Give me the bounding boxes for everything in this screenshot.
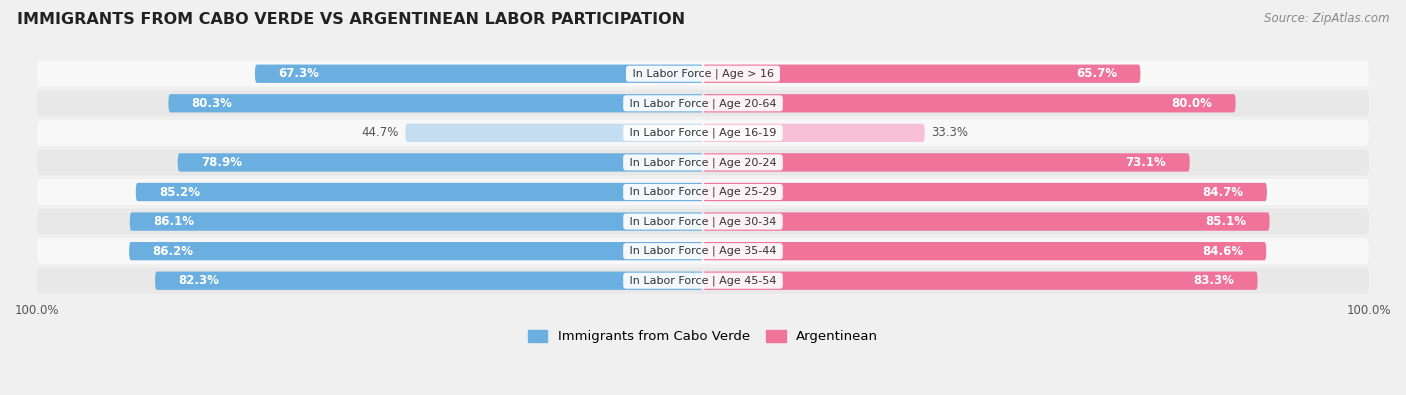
- FancyBboxPatch shape: [37, 149, 1369, 175]
- FancyBboxPatch shape: [703, 271, 1257, 290]
- Text: 85.1%: 85.1%: [1205, 215, 1246, 228]
- Text: 82.3%: 82.3%: [179, 274, 219, 287]
- FancyBboxPatch shape: [37, 268, 1369, 294]
- FancyBboxPatch shape: [37, 238, 1369, 264]
- FancyBboxPatch shape: [703, 94, 1236, 113]
- Text: In Labor Force | Age 25-29: In Labor Force | Age 25-29: [626, 187, 780, 197]
- Text: In Labor Force | Age 16-19: In Labor Force | Age 16-19: [626, 128, 780, 138]
- FancyBboxPatch shape: [703, 242, 1267, 260]
- Text: In Labor Force | Age 20-64: In Labor Force | Age 20-64: [626, 98, 780, 109]
- FancyBboxPatch shape: [169, 94, 703, 113]
- FancyBboxPatch shape: [37, 209, 1369, 235]
- FancyBboxPatch shape: [177, 153, 703, 171]
- FancyBboxPatch shape: [405, 124, 703, 142]
- Text: 86.2%: 86.2%: [152, 245, 194, 258]
- Text: 78.9%: 78.9%: [201, 156, 242, 169]
- Text: 80.0%: 80.0%: [1171, 97, 1212, 110]
- Legend: Immigrants from Cabo Verde, Argentinean: Immigrants from Cabo Verde, Argentinean: [523, 326, 883, 347]
- FancyBboxPatch shape: [155, 271, 703, 290]
- Text: 33.3%: 33.3%: [931, 126, 969, 139]
- Text: 80.3%: 80.3%: [191, 97, 232, 110]
- FancyBboxPatch shape: [703, 124, 925, 142]
- FancyBboxPatch shape: [703, 64, 1140, 83]
- FancyBboxPatch shape: [254, 64, 703, 83]
- FancyBboxPatch shape: [129, 242, 703, 260]
- Text: In Labor Force | Age 30-34: In Labor Force | Age 30-34: [626, 216, 780, 227]
- Text: 84.7%: 84.7%: [1202, 186, 1243, 199]
- Text: 44.7%: 44.7%: [361, 126, 399, 139]
- Text: In Labor Force | Age 45-54: In Labor Force | Age 45-54: [626, 275, 780, 286]
- FancyBboxPatch shape: [37, 61, 1369, 87]
- Text: 67.3%: 67.3%: [278, 67, 319, 80]
- FancyBboxPatch shape: [136, 183, 703, 201]
- Text: IMMIGRANTS FROM CABO VERDE VS ARGENTINEAN LABOR PARTICIPATION: IMMIGRANTS FROM CABO VERDE VS ARGENTINEA…: [17, 12, 685, 27]
- Text: 86.1%: 86.1%: [153, 215, 194, 228]
- Text: In Labor Force | Age 20-24: In Labor Force | Age 20-24: [626, 157, 780, 168]
- FancyBboxPatch shape: [703, 153, 1189, 171]
- Text: 65.7%: 65.7%: [1076, 67, 1118, 80]
- Text: Source: ZipAtlas.com: Source: ZipAtlas.com: [1264, 12, 1389, 25]
- FancyBboxPatch shape: [703, 213, 1270, 231]
- Text: 84.6%: 84.6%: [1202, 245, 1243, 258]
- FancyBboxPatch shape: [37, 179, 1369, 205]
- Text: In Labor Force | Age > 16: In Labor Force | Age > 16: [628, 68, 778, 79]
- Text: 73.1%: 73.1%: [1126, 156, 1167, 169]
- FancyBboxPatch shape: [37, 120, 1369, 146]
- Text: 83.3%: 83.3%: [1194, 274, 1234, 287]
- FancyBboxPatch shape: [703, 183, 1267, 201]
- FancyBboxPatch shape: [37, 90, 1369, 116]
- Text: In Labor Force | Age 35-44: In Labor Force | Age 35-44: [626, 246, 780, 256]
- Text: 85.2%: 85.2%: [159, 186, 200, 199]
- FancyBboxPatch shape: [129, 213, 703, 231]
